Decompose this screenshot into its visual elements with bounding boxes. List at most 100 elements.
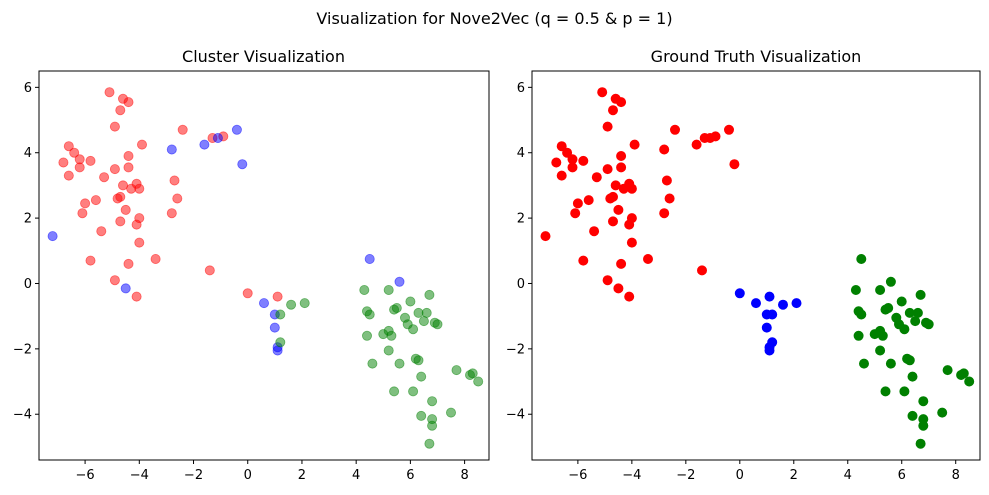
- truth-red-point: [578, 155, 589, 166]
- cluster-green-point: [427, 396, 438, 407]
- cluster-red-point: [123, 162, 134, 173]
- truth-x-tick-label: 2: [790, 468, 798, 483]
- truth-green-point: [899, 324, 910, 335]
- cluster-red-point: [109, 164, 120, 175]
- truth-y-tick-label: −2: [506, 342, 525, 357]
- cluster-blue-point: [199, 139, 210, 150]
- truth-green-point: [937, 407, 948, 418]
- cluster-green-point: [394, 358, 405, 369]
- right-chart-title: Ground Truth Visualization: [651, 47, 862, 66]
- cluster-red-point: [177, 124, 188, 135]
- cluster-red-point: [99, 172, 110, 183]
- cluster-red-point: [109, 275, 120, 286]
- cluster-green-point: [389, 386, 400, 397]
- truth-red-point: [589, 226, 600, 237]
- truth-x-tick-label: −6: [568, 468, 587, 483]
- cluster-green-point: [275, 309, 286, 320]
- truth-x-tick-label: 8: [952, 468, 960, 483]
- truth-red-point: [608, 216, 619, 227]
- ground-truth-visualization-panel: −6 −4 −2 0 2 4 6 8 −4 −2 0 2 4 6: [506, 70, 981, 483]
- truth-red-point: [602, 121, 613, 132]
- cluster-red-point: [272, 291, 283, 302]
- cluster-green-point: [386, 330, 397, 341]
- cluster-red-point: [131, 291, 142, 302]
- truth-green-point: [859, 358, 870, 369]
- truth-green-point: [853, 330, 864, 341]
- cluster-y-tick-label: 0: [24, 277, 32, 292]
- truth-red-point: [572, 198, 583, 209]
- cluster-green-point: [359, 284, 370, 295]
- cluster-green-point: [383, 284, 394, 295]
- cluster-red-point: [204, 265, 215, 276]
- truth-blue-point: [764, 345, 775, 356]
- cluster-green-point: [364, 309, 375, 320]
- cluster-green-point: [418, 316, 429, 327]
- truth-green-point: [899, 386, 910, 397]
- truth-green-point: [856, 309, 867, 320]
- cluster-red-point: [123, 97, 134, 108]
- cluster-x-tick-label: −6: [75, 468, 94, 483]
- truth-red-point: [659, 208, 670, 219]
- truth-red-point: [661, 175, 672, 186]
- cluster-green-point: [445, 407, 456, 418]
- truth-red-point: [616, 150, 627, 161]
- cluster-red-point: [77, 208, 88, 219]
- cluster-green-point: [367, 358, 378, 369]
- truth-green-point: [877, 330, 888, 341]
- truth-green-point: [885, 358, 896, 369]
- cluster-red-point: [120, 204, 131, 215]
- truth-red-point: [613, 283, 624, 294]
- truth-green-point: [880, 386, 891, 397]
- truth-red-point: [583, 195, 594, 206]
- cluster-x-tick-label: 8: [460, 468, 468, 483]
- truth-x-tick-label: −2: [676, 468, 695, 483]
- truth-blue-point: [764, 291, 775, 302]
- cluster-red-point: [115, 216, 126, 227]
- truth-green-series: [850, 253, 975, 449]
- truth-red-point: [602, 164, 613, 175]
- truth-y-tick-label: 6: [517, 81, 525, 96]
- truth-red-point: [556, 170, 567, 181]
- truth-red-point: [556, 141, 567, 152]
- cluster-y-tick-label: −4: [13, 408, 32, 423]
- truth-red-point: [605, 193, 616, 204]
- truth-red-point: [540, 231, 551, 242]
- truth-green-point: [912, 307, 923, 318]
- cluster-green-point: [424, 289, 435, 300]
- truth-y-tick-label: 4: [517, 146, 525, 161]
- cluster-green-point: [416, 410, 427, 421]
- cluster-green-point: [416, 371, 427, 382]
- truth-green-point: [964, 376, 975, 387]
- truth-green-point: [856, 253, 867, 264]
- cluster-blue-point: [364, 253, 375, 264]
- cluster-green-point: [432, 319, 443, 330]
- truth-green-point: [885, 276, 896, 287]
- truth-red-point: [551, 157, 562, 168]
- truth-green-point: [958, 368, 969, 379]
- cluster-red-point: [134, 183, 145, 194]
- truth-blue-point: [778, 299, 789, 310]
- cluster-green-point: [427, 420, 438, 431]
- cluster-blue-series: [47, 124, 405, 356]
- cluster-blue-point: [272, 345, 283, 356]
- cluster-green-point: [467, 368, 478, 379]
- cluster-green-point: [408, 386, 419, 397]
- truth-green-point: [907, 410, 918, 421]
- truth-red-point: [616, 97, 627, 108]
- cluster-red-point: [134, 237, 145, 248]
- truth-green-point: [883, 302, 894, 313]
- cluster-red-point: [85, 255, 96, 266]
- truth-red-point: [659, 144, 670, 155]
- cluster-green-series: [275, 284, 484, 449]
- truth-red-point: [602, 275, 613, 286]
- cluster-red-point: [123, 258, 134, 269]
- truth-y-tick-label: 0: [517, 277, 525, 292]
- truth-blue-point: [791, 298, 802, 309]
- cluster-blue-point: [231, 124, 242, 135]
- truth-red-point: [578, 255, 589, 266]
- cluster-x-tick-label: 2: [298, 468, 306, 483]
- cluster-green-point: [361, 330, 372, 341]
- cluster-red-point: [166, 208, 177, 219]
- truth-green-point: [915, 289, 926, 300]
- cluster-red-point: [85, 155, 96, 166]
